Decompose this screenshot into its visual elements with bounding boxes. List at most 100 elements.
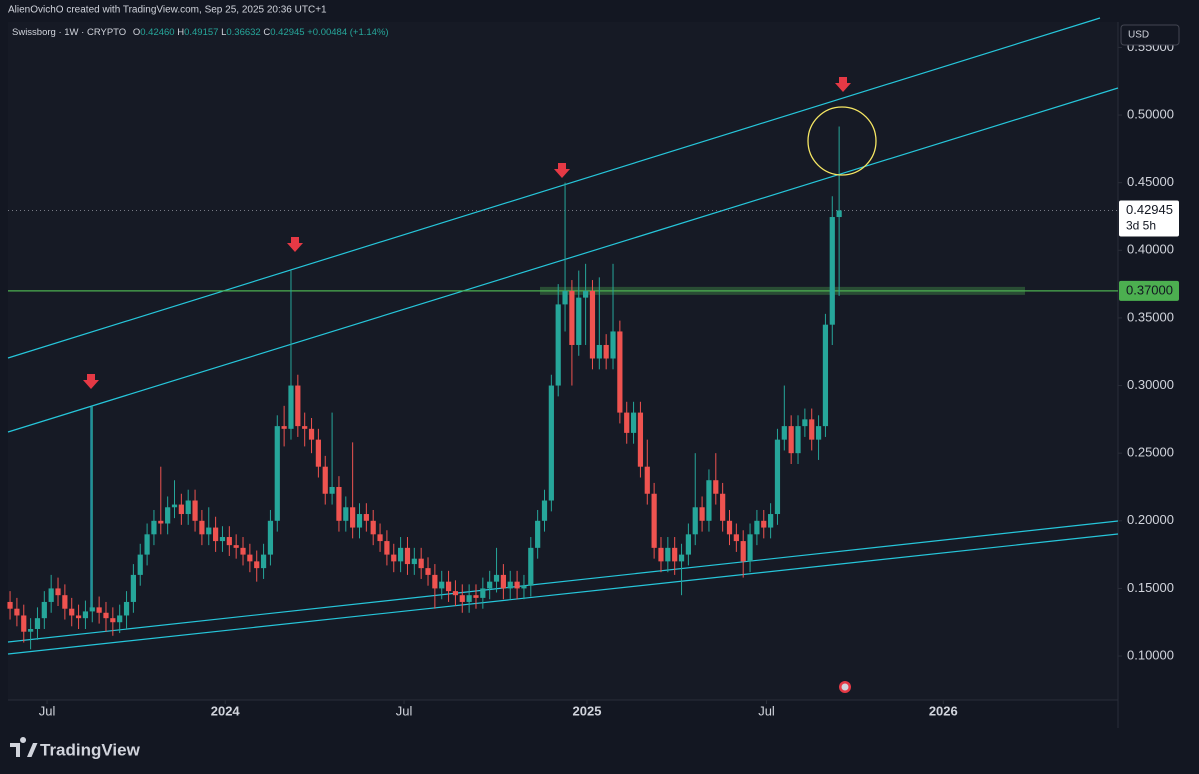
candle-body <box>535 520 541 548</box>
candle-body <box>404 547 411 565</box>
candle-body <box>55 588 61 596</box>
candle-body <box>151 520 157 535</box>
candle-body <box>589 290 596 359</box>
legend-l: L <box>221 27 226 38</box>
candle-body <box>281 426 287 429</box>
candle-body <box>171 504 178 508</box>
candle-body <box>678 554 685 562</box>
candle-body <box>480 588 486 598</box>
candle-body <box>555 304 561 386</box>
candle-body <box>75 615 82 619</box>
candle-body <box>144 534 150 555</box>
candle-body <box>617 331 623 413</box>
candle-body <box>836 210 842 218</box>
support-line <box>7 533 1119 655</box>
candle-body <box>459 595 465 602</box>
candle-body <box>219 537 226 542</box>
candle-body <box>34 618 41 629</box>
footer <box>0 728 1199 774</box>
down-arrow <box>83 374 99 389</box>
candle-body <box>452 591 459 596</box>
candle-body <box>137 554 143 575</box>
down-arrow <box>287 237 303 252</box>
event-icon <box>841 683 849 691</box>
highlight-circle <box>807 106 877 176</box>
candle-body <box>117 615 123 623</box>
legend-symbol: Swissborg · 1W · CRYPTO <box>12 27 126 38</box>
candle-body <box>14 608 20 616</box>
candle-body <box>69 608 75 616</box>
candle-body <box>247 554 253 562</box>
y-tick-label: 0.30000 <box>1127 377 1174 392</box>
candle-body <box>82 611 89 619</box>
candle-body <box>665 547 671 562</box>
candle-body <box>398 547 404 562</box>
candle-body <box>130 574 136 602</box>
candle-body <box>7 601 13 609</box>
candle-body <box>240 547 246 555</box>
candle-body <box>213 527 219 542</box>
candle-body <box>493 574 500 582</box>
candle-body <box>336 486 342 521</box>
legend-c: C <box>263 27 270 38</box>
candle-body <box>206 527 212 535</box>
candle-body <box>583 290 589 298</box>
candle-body <box>726 520 733 535</box>
candle-body <box>610 331 616 359</box>
candle-body <box>254 561 260 569</box>
candle-body <box>158 520 164 524</box>
candle-body <box>528 547 534 586</box>
candle-body <box>521 585 527 589</box>
candle-body <box>603 344 609 359</box>
candle-body <box>768 514 774 528</box>
y-tick-label: 0.20000 <box>1127 512 1174 527</box>
candle-body <box>110 618 116 623</box>
candle-body <box>754 520 760 535</box>
channel-line <box>7 87 1119 433</box>
candle-body <box>658 547 664 562</box>
candle-body <box>809 419 815 440</box>
candle-body <box>473 595 479 598</box>
candle-body <box>432 574 438 589</box>
candle-body <box>226 537 232 546</box>
y-tick-label: 0.35000 <box>1127 309 1174 324</box>
candle-body <box>185 500 191 515</box>
x-tick-label: Jul <box>39 703 56 718</box>
candle-body <box>562 290 568 305</box>
candle-body <box>41 601 47 619</box>
logo-mark <box>10 737 38 757</box>
candle-body <box>123 601 130 616</box>
candle-body <box>500 574 506 589</box>
candle-body <box>624 412 630 433</box>
candle-body <box>192 500 198 521</box>
candle-body <box>596 344 602 359</box>
candle-body <box>295 385 301 427</box>
channel-line <box>7 17 1101 359</box>
candle-body <box>165 507 171 524</box>
drawings <box>7 17 1119 655</box>
last-price-label-box <box>1119 200 1179 237</box>
candle-body <box>363 514 369 521</box>
candle-body <box>89 607 95 612</box>
candle-body <box>699 507 705 521</box>
candle-body <box>439 581 445 589</box>
countdown: 3d 5h <box>1126 219 1156 233</box>
candle-body <box>815 426 822 440</box>
candle-body <box>672 547 678 562</box>
legend-o: O <box>133 27 140 38</box>
last-price-label: 0.42945 <box>1126 202 1173 217</box>
candle-body <box>487 581 493 589</box>
candle-body <box>48 588 54 602</box>
legend-open: 0.42460 <box>140 27 174 38</box>
y-tick-label: 0.40000 <box>1127 242 1174 257</box>
candle-body <box>548 385 554 501</box>
level-label-box <box>1119 280 1179 301</box>
support-line <box>7 520 1119 643</box>
y-tick-label: 0.25000 <box>1127 445 1174 460</box>
legend-h: H <box>177 27 184 38</box>
x-tick-label: 2025 <box>573 703 602 718</box>
candle-body <box>274 426 280 521</box>
brand: TradingView <box>40 740 141 759</box>
candle-body <box>329 486 335 494</box>
